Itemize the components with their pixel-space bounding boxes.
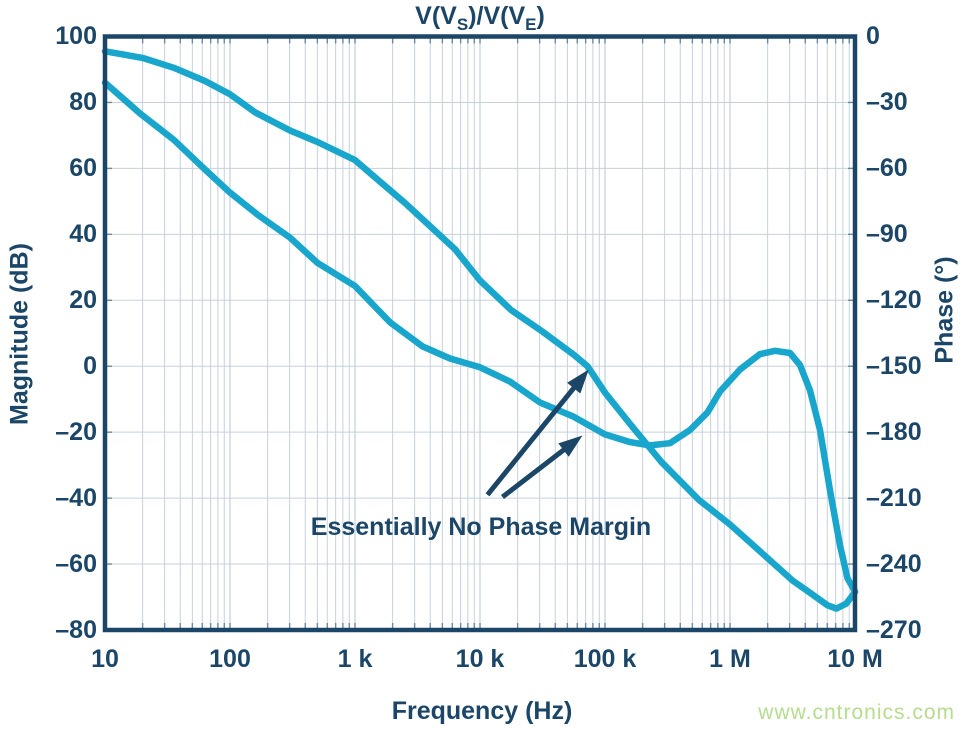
y-right-tick-label: –90: [866, 219, 908, 248]
title-text: ): [536, 2, 545, 30]
y-right-tick-label: –180: [866, 417, 922, 446]
y-left-tick-label: 100: [55, 22, 97, 50]
y-right-tick-label: –150: [866, 351, 922, 380]
x-axis-title: Frequency (Hz): [391, 697, 573, 725]
y-right-tick-label: –270: [866, 615, 922, 644]
y-right-tick-label: –120: [866, 285, 922, 314]
y-left-tick-label: 60: [69, 153, 97, 182]
x-tick-label: 10 M: [827, 645, 883, 673]
x-tick-label: 10: [91, 645, 119, 673]
y-right-tick-label: –210: [866, 483, 922, 512]
grid-lines: [105, 36, 855, 630]
chart-title: V(VS)/V(VE): [415, 2, 545, 35]
y-left-tick-label: –20: [55, 417, 97, 446]
arrow-shaft: [485, 383, 579, 497]
annotation-arrows: [485, 369, 589, 499]
y-left-tick-label: –60: [55, 549, 97, 578]
y-left-tick-label: 0: [83, 351, 97, 380]
y-left-tick-label: –40: [55, 483, 97, 512]
annotation-text: Essentially No Phase Margin: [310, 513, 652, 541]
curves: [101, 48, 859, 612]
y-left-tick-label: 20: [69, 285, 97, 314]
y-left-tick-label: 80: [69, 87, 97, 116]
y-right-tick-label: 0: [866, 22, 880, 50]
y-right-tick-label: –240: [866, 549, 922, 578]
magnitude-curve: [101, 48, 859, 612]
arrow-head: [558, 435, 583, 457]
watermark: www.cntronics.com: [758, 701, 955, 724]
y-axis-right-title: Phase (°): [930, 256, 959, 364]
arrow-head: [567, 369, 589, 394]
y-right-tick-label: –30: [866, 87, 908, 116]
phase-curve: [101, 79, 859, 595]
x-tick-label: 1 k: [337, 645, 373, 673]
title-subscript-e: E: [525, 15, 537, 34]
arrow-shaft: [500, 445, 569, 499]
x-tick-label: 100 k: [573, 645, 637, 673]
x-tick-label: 100: [209, 645, 251, 673]
y-left-tick-label: 40: [69, 219, 97, 248]
title-text: V(V: [415, 2, 457, 30]
x-tick-label: 10 k: [455, 645, 505, 673]
title-subscript-s: S: [456, 15, 469, 34]
y-right-tick-label: –60: [866, 153, 908, 182]
plot-border: [102, 34, 858, 633]
x-tick-label: 1 M: [709, 645, 751, 673]
y-left-tick-label: –80: [55, 615, 97, 644]
title-text: )/V(V: [468, 2, 526, 30]
y-axis-left-title: Magnitude (dB): [5, 243, 34, 425]
